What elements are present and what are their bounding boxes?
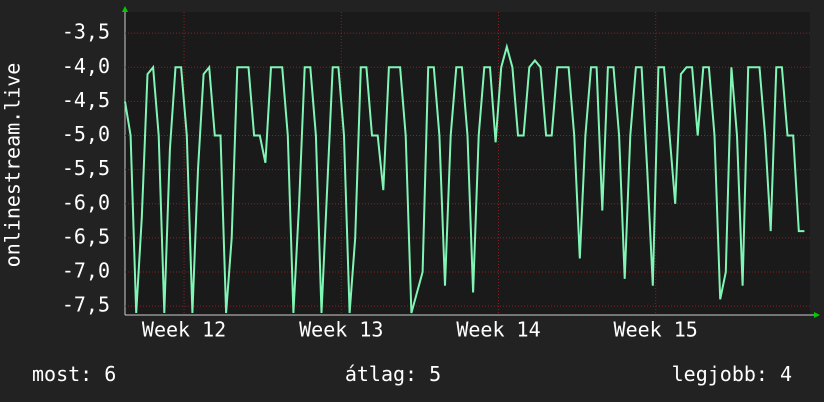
x-tick-label: Week 15 xyxy=(614,318,698,342)
x-tick-label: Week 14 xyxy=(456,318,540,342)
y-tick-label: -7,5 xyxy=(62,293,110,317)
y-axis-label: onlinestream.live xyxy=(1,63,25,268)
stat-value: 4 xyxy=(780,362,792,386)
y-tick-label: -4,0 xyxy=(62,54,110,78)
stat: most: 6 xyxy=(32,362,116,386)
stat-label: átlag: xyxy=(345,362,417,386)
labels: -3,5 -4,0 -4,5 -5,0 -5,5 -6,0 -6,5 -7,0 -7,5 Week… xyxy=(32,20,792,386)
y-arrow xyxy=(122,6,128,12)
x-arrow xyxy=(814,312,820,318)
y-tick-label: -3,5 xyxy=(62,20,110,44)
marks xyxy=(124,43,805,314)
grid xyxy=(125,12,810,315)
y-tick-label: -6,5 xyxy=(62,224,110,248)
stat: legjobb: 4 xyxy=(672,362,792,386)
y-tick-label: -5,5 xyxy=(62,156,110,180)
y-tick-label: -5,0 xyxy=(62,122,110,146)
stat-value: 5 xyxy=(429,362,441,386)
stat: átlag: 5 xyxy=(345,362,441,386)
stat-label: most: xyxy=(32,362,92,386)
stat-label: legjobb: xyxy=(672,362,768,386)
stat-value: 6 xyxy=(104,362,116,386)
x-tick-label: Week 13 xyxy=(299,318,383,342)
x-tick-label: Week 12 xyxy=(142,318,226,342)
y-tick-label: -4,5 xyxy=(62,88,110,112)
data-line xyxy=(124,43,805,314)
y-tick-label: -6,0 xyxy=(62,190,110,214)
y-tick-label: -7,0 xyxy=(62,259,110,283)
